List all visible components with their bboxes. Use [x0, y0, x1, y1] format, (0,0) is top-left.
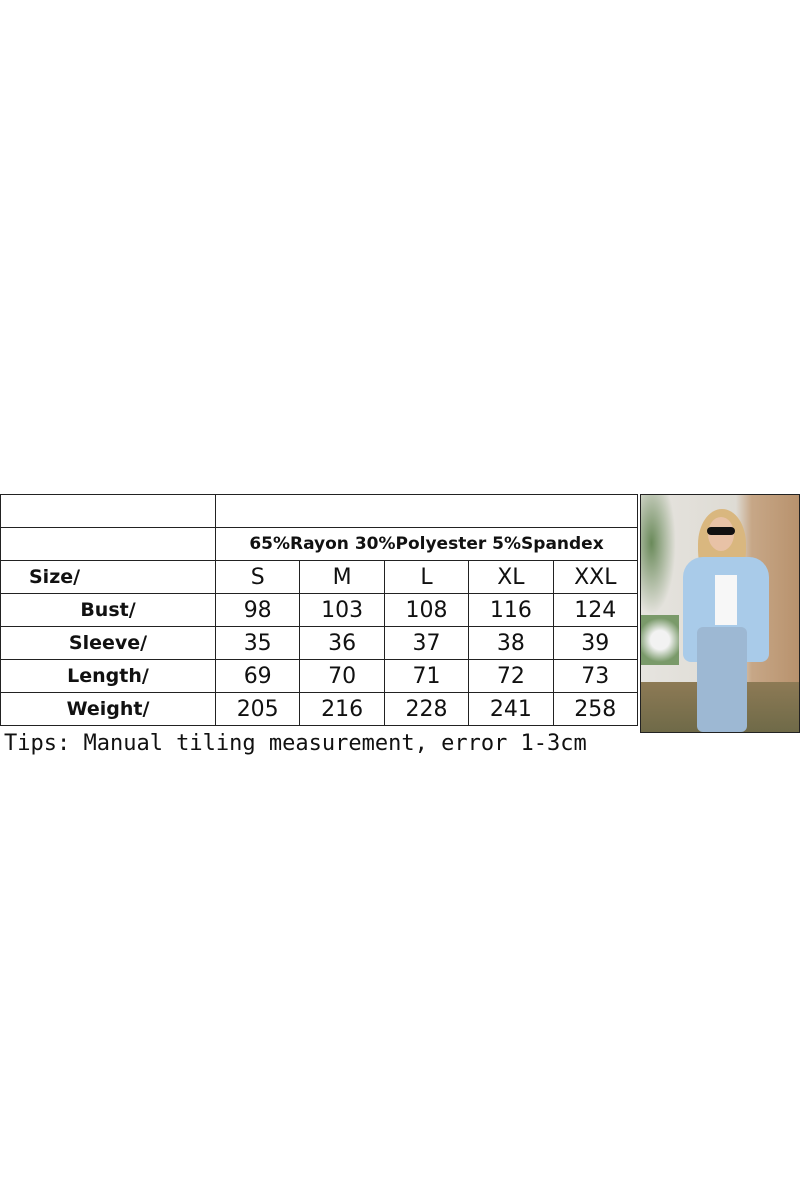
- cell: 71: [383, 659, 470, 693]
- cell: 103: [299, 593, 385, 627]
- cell: 38: [468, 626, 554, 660]
- table-row-weight: Weight/ 205 216 228 241 258: [0, 692, 639, 726]
- fabric-composition: 65%Rayon 30%Polyester 5%Spandex: [215, 527, 638, 561]
- cell: 36: [299, 626, 385, 660]
- cell: 37: [383, 626, 470, 660]
- cell: 241: [468, 692, 554, 726]
- cell: 124: [552, 593, 639, 627]
- cell: 108: [383, 593, 470, 627]
- table-row-bust: Bust/ 98 103 108 116 124: [0, 593, 639, 627]
- size-xxl: XXL: [552, 560, 639, 594]
- size-l: L: [383, 560, 470, 594]
- row-label: Weight/: [0, 692, 216, 726]
- blank-cell: [215, 494, 638, 528]
- photo-jeans: [697, 627, 747, 732]
- blank-header-row: [0, 494, 638, 528]
- cell: 35: [214, 626, 301, 660]
- table-row-sleeve: Sleeve/ 35 36 37 38 39: [0, 626, 639, 660]
- row-label: Bust/: [0, 593, 216, 627]
- cell: 205: [214, 692, 301, 726]
- blank-cell: [0, 527, 216, 561]
- row-label: Length/: [0, 659, 216, 693]
- cell: 98: [214, 593, 301, 627]
- photo-flowers: [641, 615, 679, 665]
- photo-sunglasses: [707, 527, 735, 535]
- size-label: Size/: [0, 560, 216, 594]
- cell: 116: [468, 593, 554, 627]
- cell: 73: [552, 659, 639, 693]
- photo-top: [715, 575, 737, 625]
- table-row-length: Length/ 69 70 71 72 73: [0, 659, 639, 693]
- size-header-row: Size/ S M L XL XXL: [0, 560, 639, 594]
- photo-plant: [641, 495, 676, 615]
- cell: 228: [383, 692, 470, 726]
- cell: 39: [552, 626, 639, 660]
- row-label: Sleeve/: [0, 626, 216, 660]
- size-xl: XL: [468, 560, 554, 594]
- blank-cell: [0, 494, 216, 528]
- cell: 70: [299, 659, 385, 693]
- size-s: S: [214, 560, 301, 594]
- size-chart-table: 65%Rayon 30%Polyester 5%Spandex Size/ S …: [0, 494, 639, 726]
- measurement-tips: Tips: Manual tiling measurement, error 1…: [4, 731, 587, 756]
- product-model-photo: [640, 494, 800, 733]
- cell: 216: [299, 692, 385, 726]
- cell: 69: [214, 659, 301, 693]
- fabric-row: 65%Rayon 30%Polyester 5%Spandex: [0, 527, 638, 561]
- cell: 258: [552, 692, 639, 726]
- size-m: M: [299, 560, 385, 594]
- cell: 72: [468, 659, 554, 693]
